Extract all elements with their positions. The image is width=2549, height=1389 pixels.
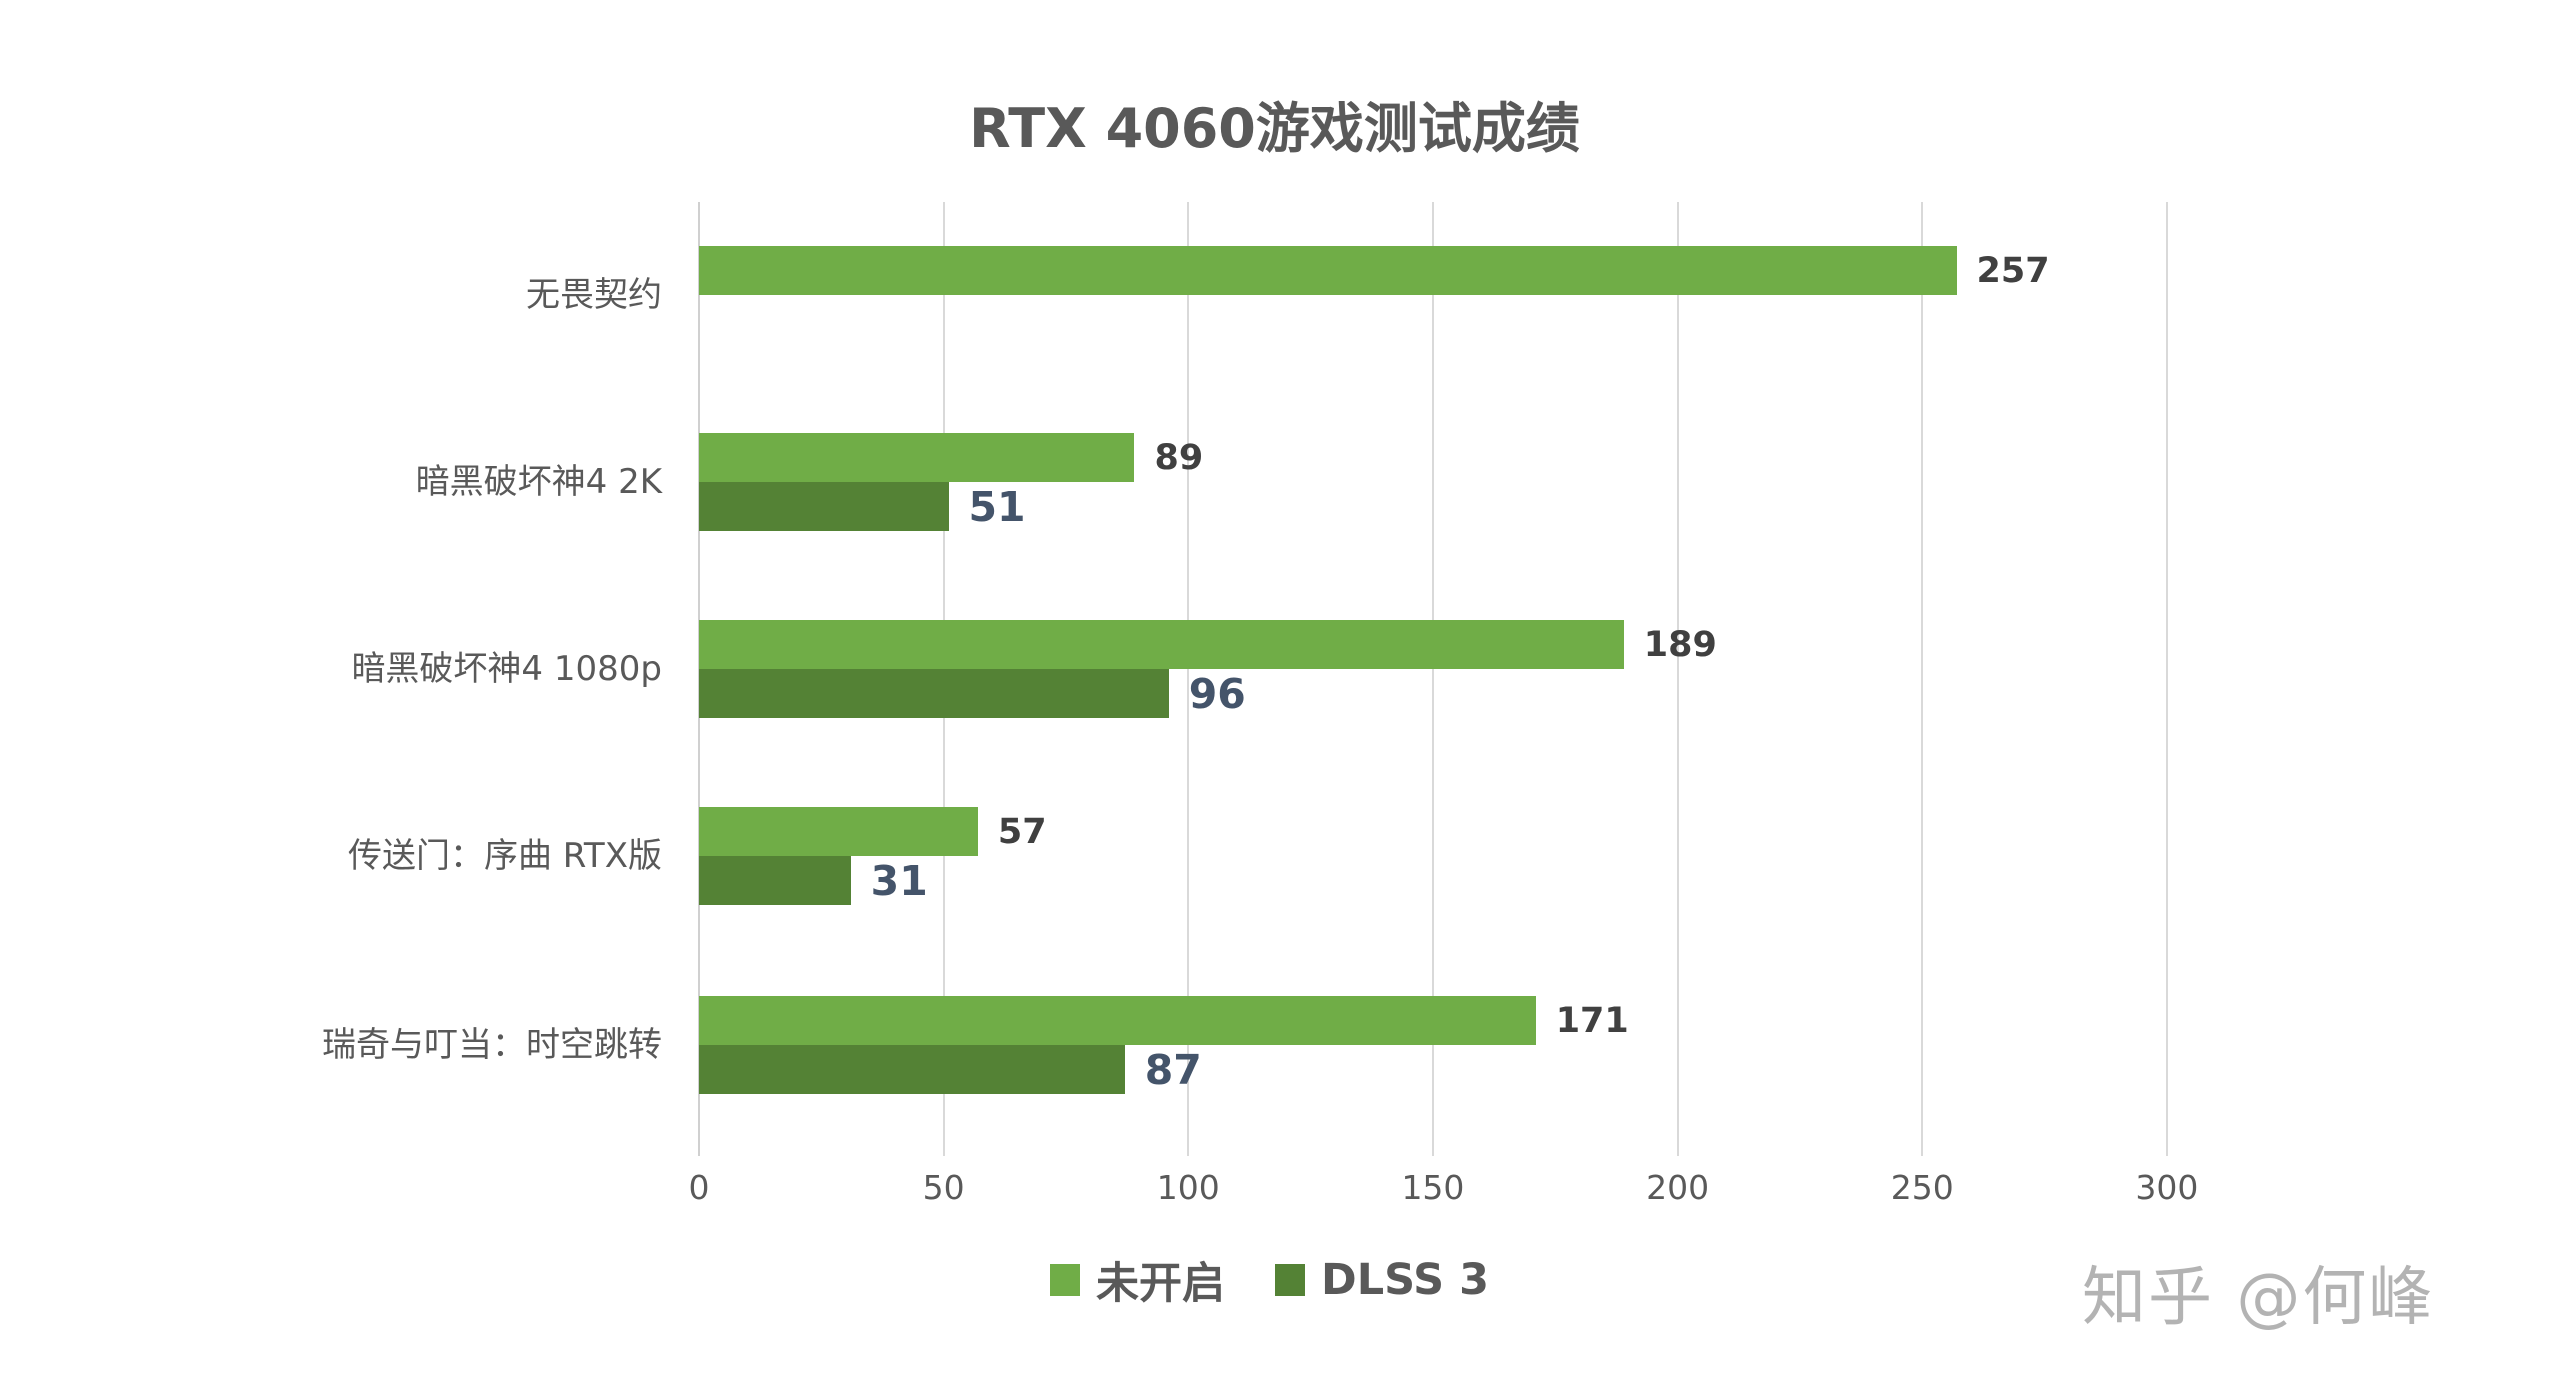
category-label: 无畏契约 — [526, 275, 662, 315]
bar-off — [699, 620, 1624, 669]
bar-off — [699, 807, 978, 856]
bar-dlss — [699, 482, 949, 531]
category-label: 瑞奇与叮当：时空跳转 — [322, 1025, 662, 1065]
bar-dlss — [699, 669, 1169, 718]
x-tick-label: 50 — [922, 1168, 965, 1207]
data-label-dlss: 96 — [1188, 669, 1246, 718]
data-label-dlss: 51 — [968, 482, 1026, 531]
bar-off — [699, 246, 1957, 295]
bar-dlss — [699, 856, 851, 905]
legend-swatch-dlss — [1275, 1264, 1305, 1296]
gridline — [1187, 202, 1190, 1156]
bar-off — [699, 433, 1135, 482]
x-tick-label: 200 — [1646, 1168, 1710, 1207]
data-label-off: 189 — [1643, 624, 1717, 665]
data-label-off: 89 — [1154, 437, 1204, 478]
legend-label-dlss: DLSS 3 — [1321, 1255, 1489, 1305]
watermark: 知乎 @何峰 — [2082, 1261, 2435, 1335]
x-tick-label: 0 — [688, 1168, 710, 1207]
x-tick-label: 300 — [2135, 1168, 2199, 1207]
legend-item-dlss: DLSS 3 — [1275, 1255, 1489, 1305]
category-label: 暗黑破坏神4 2K — [415, 462, 662, 502]
category-label: 暗黑破坏神4 1080p — [351, 649, 662, 689]
data-label-dlss: 87 — [1144, 1045, 1202, 1094]
legend-swatch-off — [1050, 1264, 1080, 1296]
gridline — [1921, 202, 1924, 1156]
legend-item-off: 未开启 — [1050, 1249, 1225, 1311]
legend: 未开启 DLSS 3 — [1050, 1249, 1539, 1311]
gridline — [1431, 202, 1434, 1156]
data-label-dlss: 31 — [870, 856, 928, 905]
x-tick-label: 100 — [1156, 1168, 1220, 1207]
gridline — [1676, 202, 1679, 1156]
data-label-off: 171 — [1555, 1000, 1629, 1041]
legend-label-off: 未开启 — [1096, 1259, 1225, 1309]
gridline — [2165, 202, 2168, 1156]
category-label: 传送门：序曲 RTX版 — [347, 836, 662, 876]
chart-title: RTX 4060游戏测试成绩 — [969, 97, 1580, 160]
bar-off — [699, 996, 1536, 1045]
x-tick-label: 250 — [1890, 1168, 1954, 1207]
x-tick-label: 150 — [1401, 1168, 1465, 1207]
data-label-off: 57 — [997, 811, 1047, 852]
bar-dlss — [699, 1045, 1125, 1094]
data-label-off: 257 — [1976, 250, 2050, 291]
